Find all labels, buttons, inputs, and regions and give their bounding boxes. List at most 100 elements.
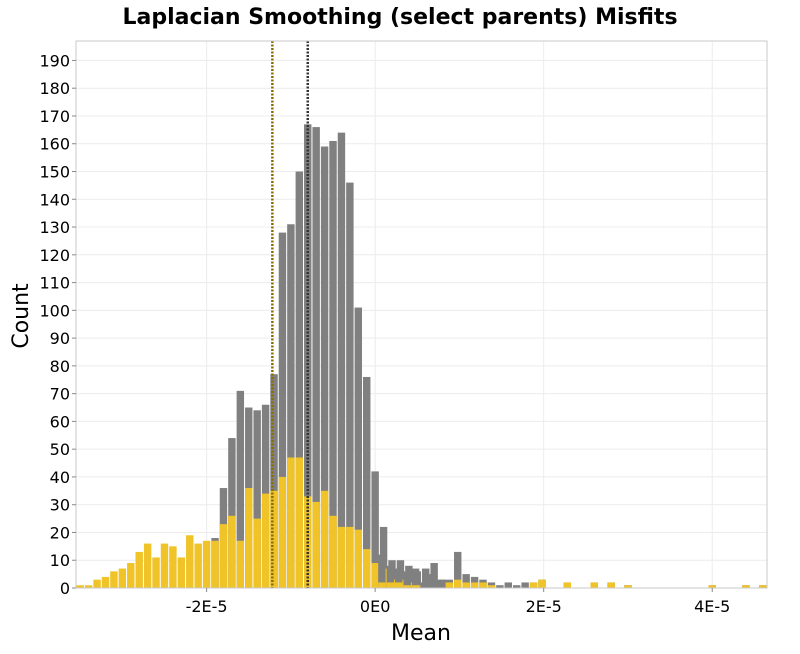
x-tick-label: 0E0: [360, 597, 390, 616]
y-tick-label: 100: [39, 301, 70, 320]
chart-title: Laplacian Smoothing (select parents) Mis…: [122, 5, 677, 30]
histogram-bar-yellow: [169, 546, 177, 588]
histogram-bar-gray: [295, 171, 304, 588]
histogram-bar-yellow: [759, 585, 767, 588]
histogram-bar-yellow: [337, 526, 346, 588]
y-tick-label: 30: [50, 496, 70, 515]
y-tick-label: 50: [50, 440, 70, 459]
histogram-bar-yellow: [84, 585, 93, 588]
histogram-bar-gray: [454, 551, 462, 588]
histogram-bar-yellow: [278, 476, 287, 588]
histogram-bar-yellow: [177, 557, 186, 588]
histogram-bar-gray: [521, 582, 529, 588]
histogram-bar-yellow: [742, 585, 750, 588]
histogram-bar-gray: [437, 579, 445, 588]
histogram-bar-gray: [287, 224, 295, 588]
histogram-bar-yellow: [287, 457, 295, 588]
histogram-bar-yellow: [76, 585, 84, 588]
histogram-bar-yellow: [624, 585, 632, 588]
y-tick-label: 80: [50, 357, 70, 376]
histogram-bar-yellow: [354, 529, 363, 588]
histogram-bar-yellow: [253, 518, 261, 588]
plot-area: [76, 41, 767, 588]
histogram-bar-yellow: [295, 457, 304, 588]
histogram-bar-yellow: [386, 582, 395, 588]
histogram-bar-gray: [403, 571, 411, 588]
histogram-bar-yellow: [378, 582, 386, 588]
histogram-bar-yellow: [245, 488, 253, 588]
histogram-bar-gray: [378, 554, 386, 588]
y-tick-label: 60: [50, 412, 70, 431]
histogram-bar-yellow: [371, 563, 379, 588]
histogram-bar-yellow: [395, 582, 403, 588]
histogram-bar-yellow: [454, 579, 462, 588]
x-tick-label: -2E-5: [186, 597, 228, 616]
histogram-bar-gray: [312, 127, 320, 588]
histogram-bar-yellow: [93, 579, 101, 588]
histogram-bar-yellow: [261, 493, 270, 588]
histogram-bar-gray: [411, 568, 420, 588]
histogram-bar-yellow: [462, 582, 470, 588]
histogram-bar-yellow: [127, 563, 135, 588]
histogram-bar-gray: [320, 146, 329, 588]
plot-border: [75, 40, 768, 589]
histogram-bar-yellow: [110, 571, 118, 588]
histogram-bar-yellow: [143, 543, 152, 588]
histogram-bar-gray: [470, 576, 479, 588]
histogram-bar-yellow: [470, 582, 479, 588]
histogram-bar-gray: [363, 376, 371, 588]
histogram-bar-yellow: [363, 549, 371, 588]
histogram-bar-yellow: [529, 582, 538, 588]
histogram-bar-yellow: [329, 515, 337, 588]
y-tick-label: 90: [50, 329, 70, 348]
x-tick-label: 2E-5: [526, 597, 562, 616]
histogram-bar-yellow: [194, 543, 202, 588]
histogram-bar-yellow: [487, 585, 496, 588]
histogram-bar-yellow: [607, 582, 615, 588]
histogram-bar-yellow: [479, 582, 487, 588]
histogram-bar-gray: [337, 132, 346, 588]
histogram-bar-gray: [329, 140, 337, 588]
y-tick-label: 190: [39, 51, 70, 70]
histogram-bar-gray: [386, 565, 395, 588]
histogram-bar-gray: [496, 585, 504, 588]
histogram-bar-gray: [236, 390, 245, 588]
histogram-bar-yellow: [118, 568, 127, 588]
histogram-bar-gray: [354, 307, 363, 588]
histogram-bar-yellow: [320, 490, 329, 588]
y-tick-label: 150: [39, 163, 70, 182]
y-tick-label: 110: [39, 274, 70, 293]
y-tick-label: 20: [50, 523, 70, 542]
histogram-bar-yellow: [411, 585, 420, 588]
histogram-bar-yellow: [228, 515, 236, 588]
histogram-bar-yellow: [563, 582, 571, 588]
histogram-bar-yellow: [708, 585, 716, 588]
y-tick-label: 40: [50, 468, 70, 487]
histogram-bar-gray: [395, 568, 403, 588]
y-tick-label: 140: [39, 190, 70, 209]
y-tick-label: 70: [50, 385, 70, 404]
histogram-bar-yellow: [101, 576, 110, 588]
y-tick-label: 170: [39, 107, 70, 126]
histogram-bar-yellow: [152, 557, 160, 588]
histogram-bar-yellow: [590, 582, 598, 588]
histogram-bar-gray: [420, 582, 428, 588]
histogram-bar-yellow: [135, 551, 143, 588]
y-tick-label: 130: [39, 218, 70, 237]
histogram-bar-gray: [270, 374, 278, 588]
histogram-bar-gray: [428, 574, 437, 588]
histogram-bar-gray: [371, 471, 379, 588]
y-axis-label: Count: [9, 283, 34, 349]
histogram-bar-yellow: [202, 540, 211, 588]
histogram-bar-gray: [228, 438, 236, 588]
x-tick-label: 4E-5: [694, 597, 730, 616]
y-tick-label: 120: [39, 246, 70, 265]
histogram-bar-yellow: [211, 540, 219, 588]
y-tick-label: 180: [39, 79, 70, 98]
histogram-bar-yellow: [403, 585, 411, 588]
histogram-bar-yellow: [186, 535, 194, 588]
histogram-bar-gray: [504, 582, 513, 588]
histogram-bar-gray: [253, 410, 261, 588]
